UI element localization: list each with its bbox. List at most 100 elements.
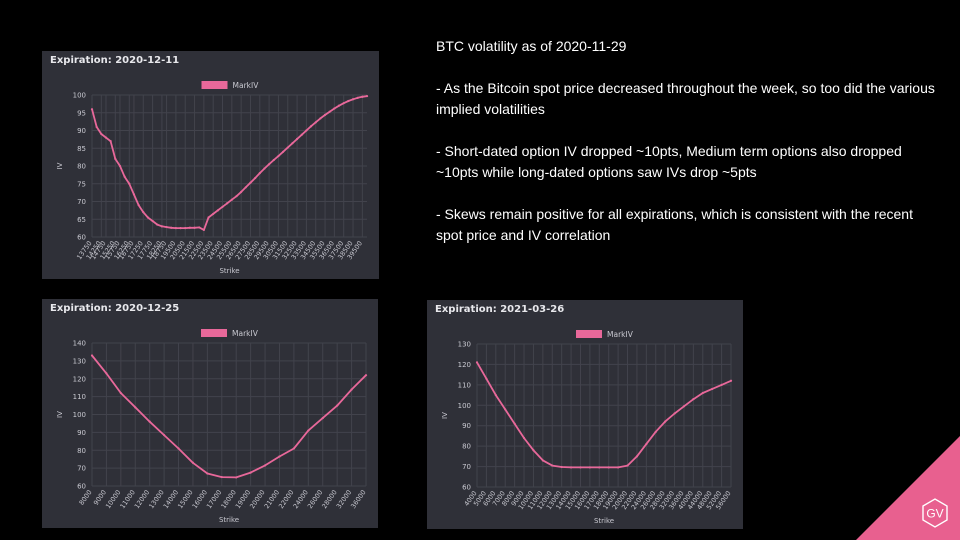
data-point bbox=[174, 227, 177, 230]
data-point bbox=[336, 404, 339, 407]
data-point bbox=[319, 117, 322, 120]
data-point bbox=[105, 372, 108, 375]
data-point bbox=[645, 443, 648, 446]
data-point bbox=[193, 226, 196, 229]
y-tick-label: 110 bbox=[73, 393, 86, 401]
data-point bbox=[118, 164, 122, 168]
data-point bbox=[230, 198, 233, 201]
y-tick-label: 60 bbox=[77, 234, 86, 242]
data-point bbox=[90, 108, 94, 111]
y-tick-label: 110 bbox=[458, 381, 471, 389]
y-tick-label: 60 bbox=[77, 483, 86, 491]
data-point bbox=[607, 466, 610, 469]
data-point bbox=[541, 459, 544, 462]
logo-triangle bbox=[856, 436, 960, 540]
data-point bbox=[635, 455, 639, 458]
chart-svg: 6070809010011012013040005000600070008000… bbox=[441, 330, 733, 525]
data-point bbox=[560, 465, 563, 469]
logo-text: GV bbox=[926, 507, 943, 521]
data-point bbox=[142, 211, 145, 214]
data-point bbox=[351, 98, 355, 101]
data-point bbox=[235, 195, 238, 198]
y-tick-label: 120 bbox=[73, 375, 86, 383]
y-tick-label: 95 bbox=[77, 109, 86, 117]
x-axis-label: Strike bbox=[219, 516, 239, 524]
data-point bbox=[364, 374, 368, 377]
data-point bbox=[300, 133, 303, 136]
chart-title: Expiration: 2020-12-25 bbox=[50, 303, 180, 314]
data-point bbox=[291, 142, 294, 145]
data-point bbox=[258, 172, 261, 175]
chart-panel-2020-12-25: Expiration: 2020-12-25 60 70 80 90 100 110 120… bbox=[42, 299, 378, 528]
y-tick-label: 90 bbox=[77, 127, 86, 135]
data-point bbox=[198, 226, 201, 229]
data-point bbox=[729, 379, 733, 382]
y-tick-label: 80 bbox=[77, 447, 86, 455]
y-tick-label: 130 bbox=[73, 357, 86, 365]
y-tick-label: 120 bbox=[458, 361, 471, 369]
y-tick-label: 90 bbox=[77, 429, 86, 437]
data-point bbox=[170, 226, 173, 229]
data-point bbox=[617, 466, 620, 469]
data-point bbox=[165, 225, 168, 229]
y-tick-label: 100 bbox=[458, 402, 471, 410]
y-axis-label: IV bbox=[56, 411, 64, 418]
x-axis-label: Strike bbox=[219, 267, 239, 275]
data-point bbox=[682, 405, 686, 408]
data-point bbox=[701, 391, 704, 395]
data-point bbox=[323, 113, 327, 116]
data-point bbox=[626, 464, 629, 467]
data-point bbox=[361, 95, 364, 98]
data-point bbox=[191, 461, 195, 464]
data-point bbox=[282, 150, 285, 153]
legend-label: MarkIV bbox=[607, 330, 634, 339]
notes-title: BTC volatility as of 2020-11-29 bbox=[436, 38, 627, 54]
chart-panel-2020-12-11: Expiration: 2020-12-11 60 65 70 75 80 85 90 95 1… bbox=[42, 51, 379, 279]
chart-title: Expiration: 2021-03-26 bbox=[435, 304, 565, 315]
data-point bbox=[137, 203, 140, 207]
data-point bbox=[254, 176, 257, 180]
data-point bbox=[314, 121, 317, 124]
data-point bbox=[134, 406, 137, 409]
series-line bbox=[91, 95, 368, 231]
chart-svg: 6065707580859095100137501425014750152501… bbox=[56, 81, 369, 275]
data-point bbox=[244, 186, 247, 189]
chart-title: Expiration: 2020-12-11 bbox=[50, 55, 180, 66]
data-point bbox=[692, 398, 695, 401]
data-point bbox=[221, 205, 224, 208]
data-point bbox=[286, 146, 289, 149]
y-axis-label: IV bbox=[441, 412, 449, 419]
data-point bbox=[220, 475, 223, 479]
y-tick-label: 90 bbox=[462, 422, 471, 430]
data-point bbox=[307, 429, 310, 432]
data-point bbox=[598, 466, 601, 469]
data-point bbox=[179, 227, 182, 230]
data-point bbox=[90, 354, 94, 357]
y-tick-label: 60 bbox=[462, 484, 471, 492]
y-tick-label: 70 bbox=[462, 463, 471, 471]
data-point bbox=[551, 464, 554, 467]
data-point bbox=[485, 377, 488, 380]
data-point bbox=[151, 219, 154, 223]
data-point bbox=[216, 209, 219, 212]
data-point bbox=[504, 408, 507, 411]
data-point bbox=[328, 110, 331, 113]
data-point bbox=[711, 387, 714, 391]
y-tick-label: 100 bbox=[73, 411, 86, 419]
y-tick-label: 80 bbox=[462, 443, 471, 451]
data-point bbox=[347, 99, 350, 103]
data-point bbox=[268, 163, 271, 166]
data-point bbox=[337, 104, 341, 107]
note-item: - Skews remain positive for all expirati… bbox=[436, 206, 913, 243]
data-point bbox=[95, 125, 98, 129]
y-axis-label: IV bbox=[56, 162, 64, 169]
data-point bbox=[350, 388, 353, 391]
x-tick-label: 8000 bbox=[78, 489, 94, 507]
data-point bbox=[184, 227, 187, 230]
data-point bbox=[579, 466, 582, 469]
data-point bbox=[494, 393, 497, 397]
data-point bbox=[128, 182, 131, 185]
data-point bbox=[365, 94, 369, 98]
data-point bbox=[333, 107, 336, 110]
note-item: - Short-dated option IV dropped ~10pts, … bbox=[436, 143, 902, 180]
